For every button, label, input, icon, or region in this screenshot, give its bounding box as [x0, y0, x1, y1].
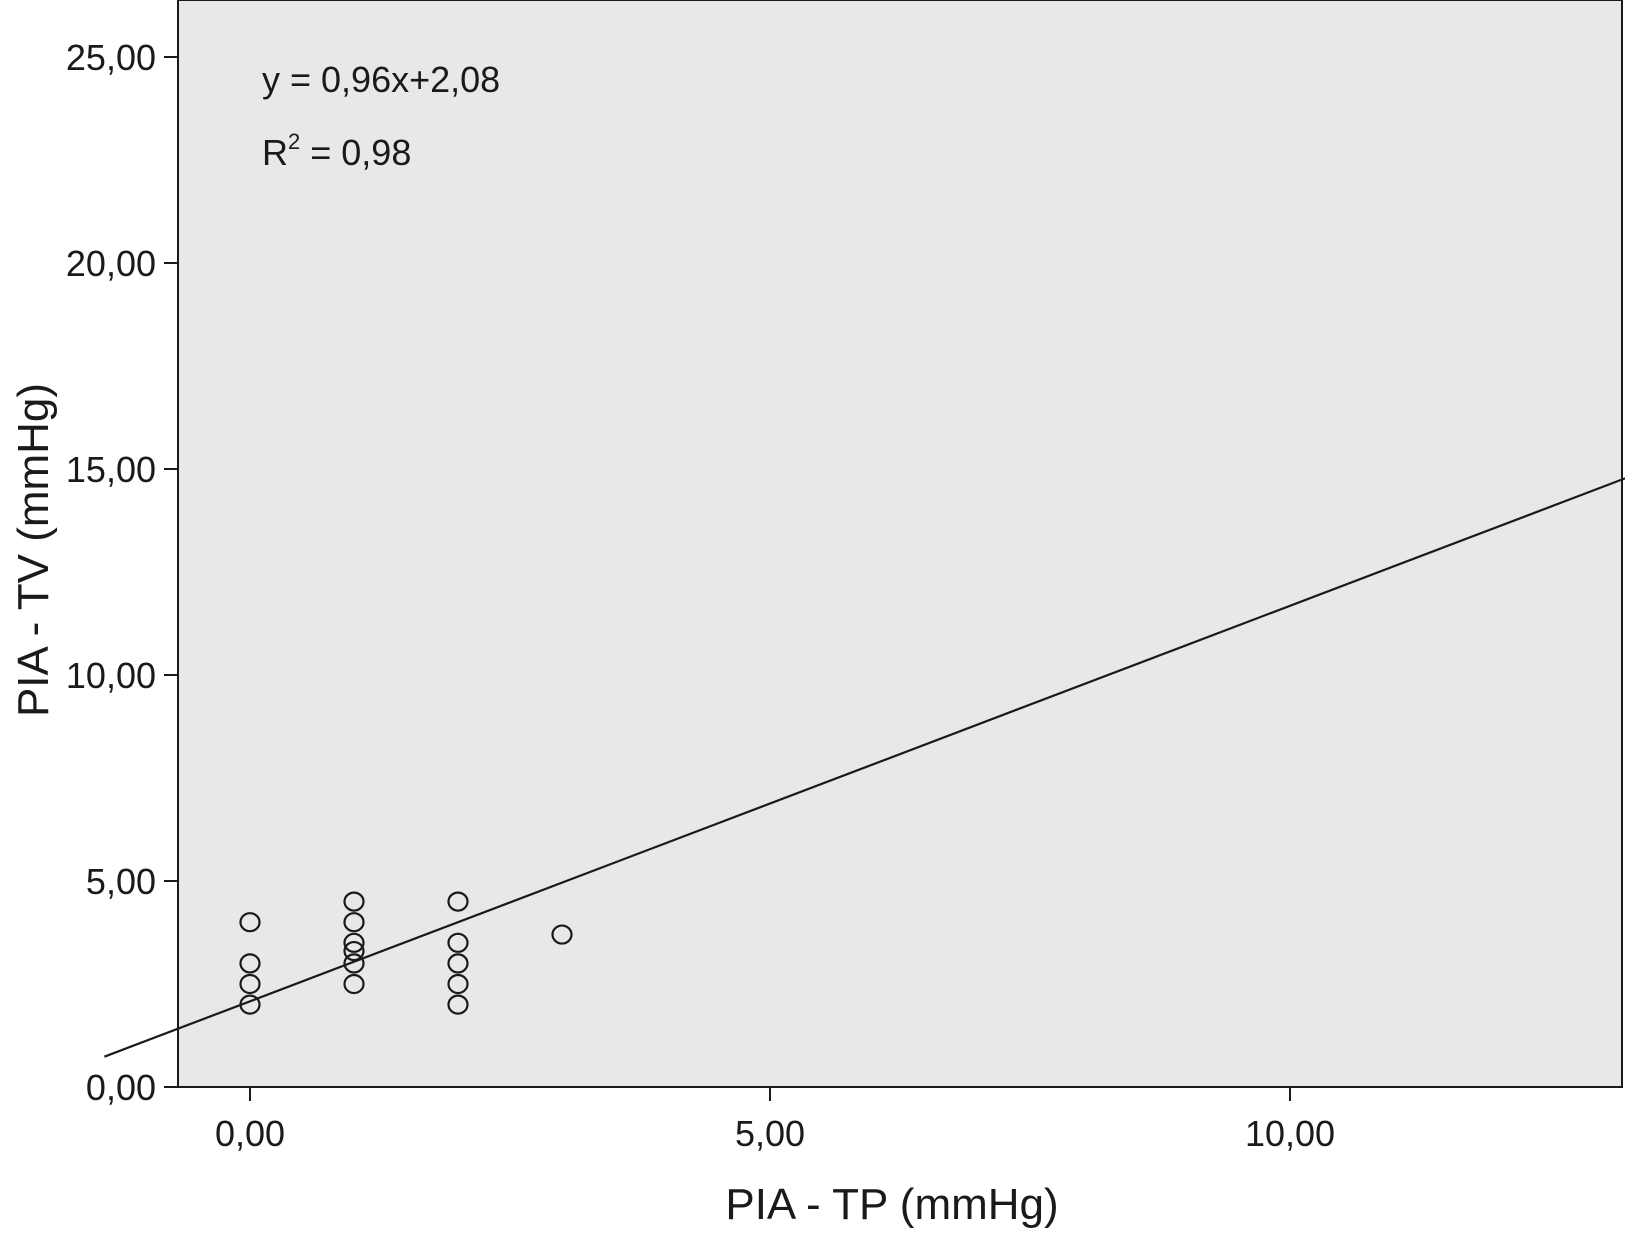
r-squared-value: = 0,98: [300, 132, 411, 173]
regression-equation: y = 0,96x+2,08: [262, 59, 500, 100]
x-tick-label: 0,00: [215, 1113, 285, 1154]
y-tick-label: 0,00: [86, 1067, 156, 1108]
y-tick-label: 25,00: [66, 37, 156, 78]
y-axis: 0,00 5,00 10,00 15,00 20,00 25,00: [66, 37, 178, 1108]
y-tick-label: 20,00: [66, 243, 156, 284]
x-axis-title: PIA - TP (mmHg): [725, 1180, 1058, 1229]
r-squared-superscript: 2: [288, 129, 300, 154]
x-tick-label: 5,00: [735, 1113, 805, 1154]
y-tick-label: 5,00: [86, 861, 156, 902]
r-squared-label: R2 = 0,98: [262, 129, 411, 173]
y-tick-label: 15,00: [66, 449, 156, 490]
x-tick-label: 10,00: [1245, 1113, 1335, 1154]
y-tick-label: 10,00: [66, 655, 156, 696]
r-squared-prefix: R: [262, 132, 288, 173]
y-axis-title: PIA - TV (mmHg): [9, 383, 58, 717]
